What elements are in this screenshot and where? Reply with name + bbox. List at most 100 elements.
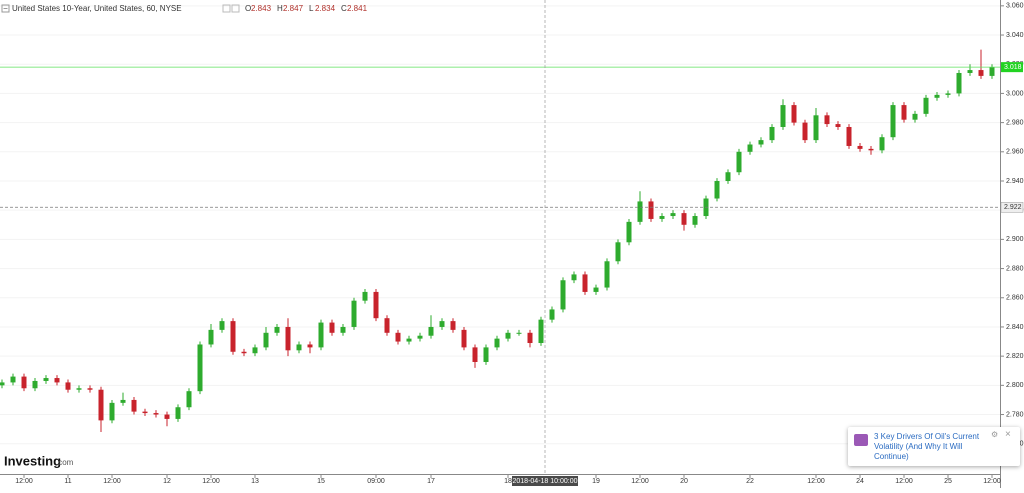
x-tick-label: 09:00	[367, 478, 385, 485]
logo-name: Investing	[4, 453, 61, 468]
settings-button[interactable]: ⚙	[991, 430, 999, 439]
candle-body	[197, 344, 203, 392]
candle-body	[483, 347, 489, 362]
candle-body	[934, 94, 940, 98]
news-popup[interactable]: 3 Key Drivers Of Oil's Current Volatilit…	[848, 427, 1020, 466]
logo: Investing .com	[4, 453, 74, 468]
y-tick-label: 2.940	[1006, 178, 1024, 185]
candle-body	[0, 382, 5, 386]
candle-body	[626, 221, 632, 243]
x-tick-label: 12:00	[895, 478, 913, 485]
candle-body	[923, 97, 929, 114]
candle-body	[450, 321, 456, 330]
y-tick-label: 2.820	[1006, 353, 1024, 360]
header: United States 10-Year, United States, 60…	[1, 4, 368, 13]
candle-body	[956, 72, 962, 94]
x-tick-label: 13	[251, 478, 259, 485]
candle-body	[747, 144, 753, 152]
candle-body	[318, 322, 324, 348]
crosshair-time-label: 2018-04-18 10:00:00	[513, 478, 578, 485]
y-tick-label: 2.880	[1006, 265, 1024, 272]
crosshair-price-label: 2.922	[1004, 204, 1022, 211]
candle-body	[868, 148, 874, 151]
candle-body	[670, 213, 676, 217]
candle-body	[285, 326, 291, 351]
x-tick-label: 12:00	[103, 478, 121, 485]
candle-body	[65, 382, 71, 390]
candle-body	[208, 329, 214, 345]
candle-body	[175, 407, 181, 419]
header-title: United States 10-Year, United States, 60…	[12, 4, 182, 13]
collapse-icon[interactable]	[1, 4, 10, 13]
settings-icon[interactable]	[222, 4, 231, 13]
candle-body	[131, 399, 137, 412]
candle-body	[384, 318, 390, 333]
y-tick-label: 2.900	[1006, 236, 1024, 243]
candle-body	[791, 105, 797, 123]
candle-body	[43, 378, 49, 381]
candle-body	[373, 291, 379, 319]
candle-body	[890, 105, 896, 138]
x-tick-label: 12:00	[631, 478, 649, 485]
candle-body	[263, 332, 269, 348]
candle-body	[615, 242, 621, 262]
candle-body	[164, 414, 170, 419]
candle-body	[395, 332, 401, 342]
candle-body	[901, 105, 907, 120]
x-tick-label: 12:00	[983, 478, 1001, 485]
x-tick-label: 25	[944, 478, 952, 485]
settings-icon[interactable]	[231, 4, 240, 13]
y-tick-label: 2.780	[1006, 411, 1024, 418]
candle-body	[780, 105, 786, 127]
candle-body	[912, 113, 918, 120]
candle-body	[307, 344, 313, 348]
last-price-label: 3.018	[1004, 64, 1022, 71]
y-tick-label: 2.980	[1006, 119, 1024, 126]
candles	[0, 49, 995, 433]
candle-body	[230, 321, 236, 352]
candle-body	[637, 201, 643, 222]
candle-body	[802, 122, 808, 141]
candle-body	[604, 261, 610, 288]
x-tick-label: 20	[680, 478, 688, 485]
candle-body	[186, 391, 192, 408]
ohlc-value: 2.843	[251, 4, 272, 13]
candle-body	[549, 309, 555, 320]
last-price-box	[1001, 62, 1023, 73]
candle-body	[417, 335, 423, 339]
candle-body	[879, 137, 885, 151]
candle-body	[769, 126, 775, 141]
candle-body	[76, 388, 82, 390]
x-tick-label: 22	[746, 478, 754, 485]
candle-body	[109, 402, 115, 421]
candle-body	[274, 326, 280, 333]
candle-body	[648, 201, 654, 219]
ohlc-label: L	[309, 4, 314, 13]
y-tick-label: 2.960	[1006, 149, 1024, 156]
ohlc-value: 2.841	[347, 4, 368, 13]
candle-body	[824, 115, 830, 125]
candle-body	[461, 329, 467, 348]
candle-body	[967, 70, 973, 73]
candle-body	[527, 332, 533, 344]
candle-body	[846, 126, 852, 146]
y-tick-label: 2.800	[1006, 382, 1024, 389]
crosshair-time-box	[512, 476, 578, 486]
candle-body	[153, 413, 159, 415]
ohlc-label: C	[341, 4, 347, 13]
candle-body	[351, 300, 357, 327]
ohlc-readout: O 2.843 H 2.847 L 2.834 C 2.841	[245, 4, 368, 13]
candle-body	[978, 70, 984, 76]
ohlc-value: 2.847	[283, 4, 304, 13]
news-text[interactable]: 3 Key Drivers Of Oil's Current Volatilit…	[874, 432, 980, 461]
ohlc-label: O	[245, 4, 251, 13]
close-button[interactable]: ×	[1005, 429, 1011, 440]
candle-body	[582, 274, 588, 292]
x-tick-label: 17	[427, 478, 435, 485]
candle-body	[813, 115, 819, 141]
x-tick-label: 12:00	[15, 478, 33, 485]
ohlc-label: H	[277, 4, 283, 13]
candle-body	[516, 332, 522, 334]
x-tick-label: 15	[317, 478, 325, 485]
